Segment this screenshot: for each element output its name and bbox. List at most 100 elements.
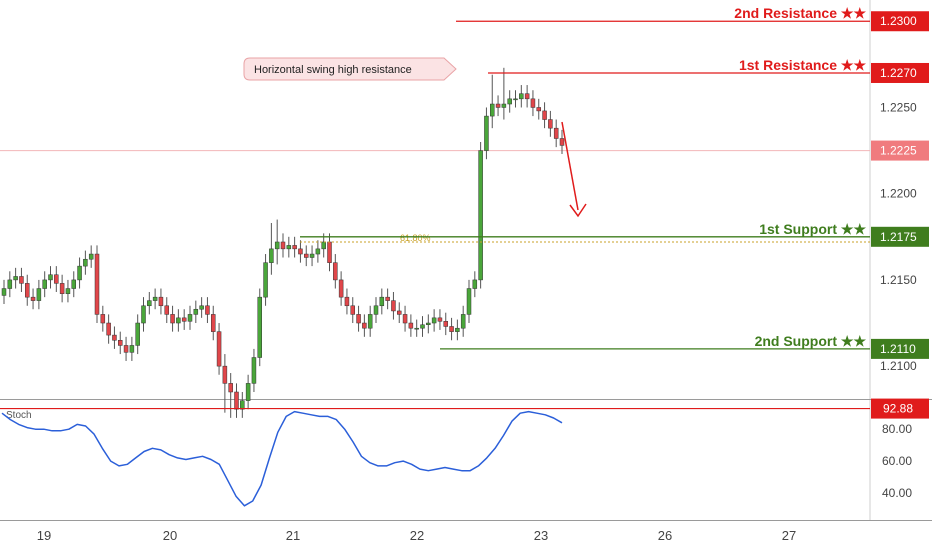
candle-body (257, 296, 262, 358)
level-label: 2nd Support ★★ (755, 333, 867, 349)
candle-body (536, 107, 541, 112)
candle-body (187, 314, 193, 322)
candle-body (152, 296, 158, 301)
level-tag (871, 62, 929, 83)
candle-body (7, 279, 13, 289)
candle-body (385, 296, 390, 301)
candle-body (507, 98, 512, 105)
candle-body (13, 276, 18, 281)
fib-label: 61.80% (400, 233, 431, 243)
candle-body (135, 322, 140, 346)
candle-body (176, 317, 181, 324)
level-label: 1st Support ★★ (759, 221, 866, 237)
candle-body (100, 314, 106, 324)
candle-body (48, 274, 53, 281)
stoch-label: Stoch (6, 410, 32, 421)
candle-body (472, 279, 478, 289)
time-tick-label: 19 (37, 528, 51, 543)
level-tag-label: 1.2175 (880, 230, 917, 244)
candle-body (42, 279, 47, 289)
candle-body (141, 305, 146, 324)
levels-group: 61.80% 2nd Resistance ★★ 1.2300 1st Resista… (300, 5, 929, 359)
candle-body (71, 279, 76, 289)
candle-body (391, 300, 396, 312)
candle-body (548, 119, 553, 129)
candle-body (431, 317, 437, 324)
candle-body (443, 321, 448, 327)
time-tick-label: 21 (286, 528, 300, 543)
candle-body (292, 245, 297, 250)
candle-body (327, 241, 332, 263)
candle-body (304, 253, 309, 258)
candle-body (164, 305, 169, 315)
candle-body (455, 327, 460, 332)
candle-body (356, 314, 361, 324)
candle-body (211, 314, 216, 332)
candle-body (65, 288, 71, 294)
candle-body (59, 283, 65, 294)
candle-body (234, 391, 239, 410)
stoch-line (1, 410, 563, 507)
current-price-label: 1.2225 (880, 144, 917, 158)
candle-body (30, 296, 36, 301)
stoch-tick-label: 80.00 (882, 422, 912, 436)
time-tick-label: 22 (410, 528, 424, 543)
candle-body (449, 326, 454, 332)
callout-box (243, 57, 457, 81)
candle-body (263, 262, 268, 298)
price-tick-label: 1.2150 (880, 273, 917, 287)
time-tick-label: 27 (782, 528, 796, 543)
candle-body (426, 322, 431, 325)
candle-body (19, 276, 24, 284)
stoch-overbought-tag (871, 398, 929, 419)
candle-body (414, 327, 419, 330)
arrow-head-icon (569, 203, 587, 218)
candle-body (460, 314, 466, 329)
candle-body (106, 322, 111, 336)
stoch-pane: Stoch 80.00 60.00 40.00 92.88 (0, 398, 929, 507)
arrow-shaft (561, 121, 579, 211)
candle-body (402, 314, 408, 324)
candle-body (367, 314, 373, 329)
candle-body (379, 296, 385, 307)
candle-body (286, 245, 292, 250)
candle-body (321, 241, 326, 250)
candle-body (350, 305, 355, 315)
candle-body (112, 334, 117, 341)
candle-body (490, 103, 495, 117)
candle-body (362, 322, 367, 329)
candle-body (501, 103, 507, 108)
price-tick-label: 1.2100 (880, 359, 917, 373)
candle-body (333, 262, 338, 281)
candle-body (437, 317, 443, 322)
candle-body (298, 248, 303, 255)
time-tick-label: 20 (163, 528, 177, 543)
candle-body (1, 288, 7, 296)
candle-body (245, 383, 251, 401)
candle-body (484, 115, 489, 151)
candle-body (129, 345, 135, 353)
candle-body (519, 93, 524, 100)
candle-body (408, 322, 414, 329)
candle-body (36, 288, 42, 301)
candle-body (170, 314, 175, 324)
time-axis: 19 20 21 22 23 26 27 (37, 528, 796, 543)
candle-body (309, 253, 315, 258)
candle-body (513, 98, 518, 101)
candle-body (542, 110, 547, 120)
candle-body (205, 305, 210, 315)
callout-text: Horizontal swing high resistance (254, 64, 412, 76)
candle-body (25, 283, 30, 298)
current-price-tag (871, 140, 929, 161)
candle-body (338, 279, 344, 298)
candle-body (199, 305, 204, 310)
level-tag-label: 1.2110 (880, 342, 916, 356)
candle-body (478, 150, 483, 281)
level-label: 1st Resistance ★★ (739, 57, 866, 73)
candle-body (240, 400, 245, 410)
price-pane: 1.2250 1.2200 1.2150 1.2100 1.2225 (0, 100, 929, 373)
candle-body (274, 241, 280, 250)
